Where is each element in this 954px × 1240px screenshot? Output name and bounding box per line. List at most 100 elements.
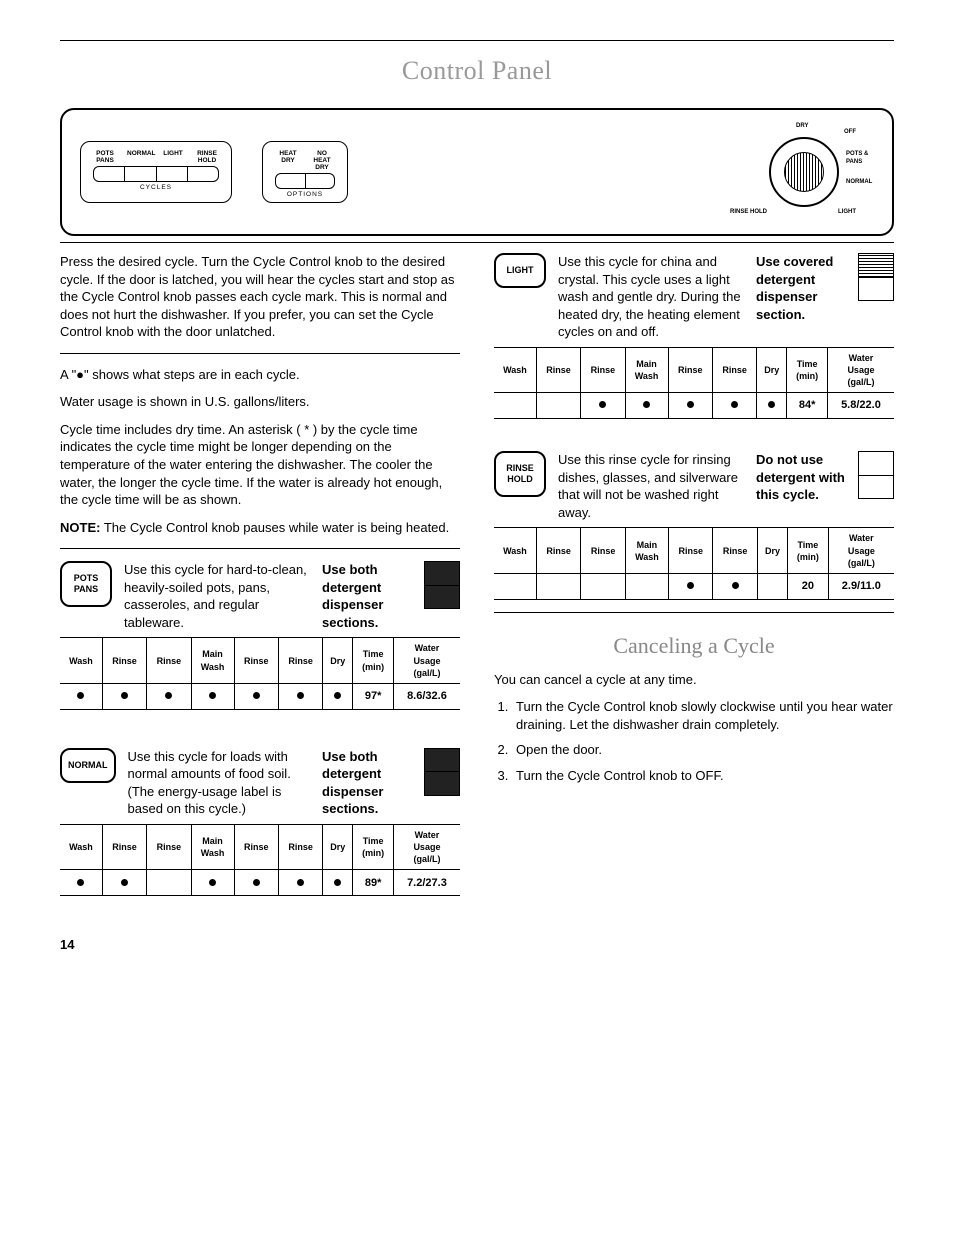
table-cell (669, 573, 713, 599)
table-header: WaterUsage(gal/L) (393, 825, 460, 870)
cycle-button-pots-pans: POTSPANS (60, 561, 112, 607)
table-cell (625, 393, 668, 419)
table-cell-usage: 7.2/27.3 (393, 870, 460, 896)
table-header: Rinse (712, 347, 756, 392)
table-cell (102, 683, 146, 709)
lbl-noheat: NO HEAT DRY (310, 150, 334, 171)
table-cell (757, 573, 787, 599)
table-header: MainWash (625, 347, 668, 392)
cycles-section-label: CYCLES (93, 184, 219, 193)
dial-lbl-off: OFF (844, 128, 856, 136)
right-column: LIGHT Use this cycle for china and crysta… (494, 253, 894, 906)
options-button-row (275, 173, 335, 189)
table-cell (323, 870, 353, 896)
intro-note: NOTE: The Cycle Control knob pauses whil… (60, 519, 460, 537)
table-cell (625, 573, 668, 599)
cycle-instruction: Use both detergent dispenser sections. (322, 561, 412, 631)
options-labels: HEAT DRY NO HEAT DRY (275, 150, 335, 171)
cycle-button-normal: NORMAL (60, 748, 116, 783)
table-header: Rinse (234, 825, 278, 870)
table-cell (536, 573, 580, 599)
table-header: MainWash (191, 825, 234, 870)
dial-lbl-pots: POTS & PANS (846, 150, 874, 166)
page-number: 14 (60, 936, 894, 954)
dial-lbl-light: LIGHT (838, 208, 856, 216)
table-header: Wash (494, 528, 536, 573)
dial-lbl-normal: NORMAL (846, 178, 872, 186)
table-cell (713, 573, 757, 599)
table-header: Rinse (669, 528, 713, 573)
table-cell (757, 393, 787, 419)
cycle-desc: Use this cycle for hard-to-clean, heavil… (124, 561, 310, 631)
table-header: Rinse (668, 347, 712, 392)
table-cell (323, 683, 353, 709)
table-cell (147, 870, 191, 896)
table-header: Wash (60, 638, 102, 683)
table-cell (494, 573, 536, 599)
cycle-pots-pans: POTSPANS Use this cycle for hard-to-clean… (60, 561, 460, 710)
cycle-desc: Use this cycle for china and crystal. Th… (558, 253, 744, 341)
table-header: Rinse (278, 825, 322, 870)
left-column: Press the desired cycle. Turn the Cycle … (60, 253, 460, 906)
table-cell-time: 89* (353, 870, 394, 896)
table-header: Rinse (536, 528, 580, 573)
dial-lbl-dry: DRY (796, 122, 808, 130)
table-header: Time(min) (353, 638, 394, 683)
table-header: Rinse (581, 347, 625, 392)
table-header: MainWash (625, 528, 668, 573)
table-header: Rinse (234, 638, 278, 683)
table-cell-time: 84* (787, 393, 828, 419)
table-header: Rinse (147, 825, 191, 870)
table-header: Time(min) (787, 347, 828, 392)
options-button-group: HEAT DRY NO HEAT DRY OPTIONS (262, 141, 348, 203)
lbl-pots: POTS PANS (93, 150, 117, 164)
table-cell (668, 393, 712, 419)
intro-p3: Water usage is shown in U.S. gallons/lit… (60, 393, 460, 411)
table-cell (60, 683, 102, 709)
cycles-button-row (93, 166, 219, 182)
cancel-step: Turn the Cycle Control knob slowly clock… (512, 698, 894, 733)
table-header: Time(min) (788, 528, 829, 573)
lbl-rinse: RINSE HOLD (195, 150, 219, 164)
table-cell (581, 393, 625, 419)
btn-slot (306, 174, 335, 188)
two-column-layout: Press the desired cycle. Turn the Cycle … (60, 253, 894, 906)
table-header: WaterUsage(gal/L) (827, 347, 894, 392)
table-cell (234, 870, 278, 896)
table-header: Wash (494, 347, 536, 392)
table-cell (102, 870, 146, 896)
table-cell (581, 573, 625, 599)
table-header: WaterUsage(gal/L) (828, 528, 894, 573)
panel-underline (60, 242, 894, 243)
table-cell (147, 683, 191, 709)
intro-p4: Cycle time includes dry time. An asteris… (60, 421, 460, 509)
table-cell-time: 20 (788, 573, 829, 599)
cancel-step: Turn the Cycle Control knob to OFF. (512, 767, 894, 785)
cycle-normal: NORMAL Use this cycle for loads with norm… (60, 748, 460, 897)
table-header: Rinse (147, 638, 191, 683)
table-cell (60, 870, 102, 896)
table-cell (536, 393, 580, 419)
btn-slot (157, 167, 188, 181)
table-cell (191, 683, 234, 709)
table-header: Dry (757, 347, 787, 392)
btn-slot (94, 167, 125, 181)
lbl-heat: HEAT DRY (276, 150, 300, 171)
table-header: Dry (323, 825, 353, 870)
cancel-title: Canceling a Cycle (494, 631, 894, 661)
table-cell (494, 393, 536, 419)
table-header: Rinse (102, 825, 146, 870)
table-header: Wash (60, 825, 102, 870)
intro-p1: Press the desired cycle. Turn the Cycle … (60, 253, 460, 341)
cycle-button-light: LIGHT (494, 253, 546, 288)
cycle-instruction: Use both detergent dispenser sections. (322, 748, 412, 818)
table-cell (234, 683, 278, 709)
control-panel-illustration: POTS PANS NORMAL LIGHT RINSE HOLD CYCLES… (60, 108, 894, 236)
btn-slot (125, 167, 156, 181)
btn-slot (188, 167, 218, 181)
table-header: Dry (757, 528, 787, 573)
table-cell-time: 97* (353, 683, 394, 709)
cycle-desc: Use this rinse cycle for rinsing dishes,… (558, 451, 744, 521)
cycle-desc: Use this cycle for loads with normal amo… (128, 748, 311, 818)
table-header: Time(min) (353, 825, 394, 870)
